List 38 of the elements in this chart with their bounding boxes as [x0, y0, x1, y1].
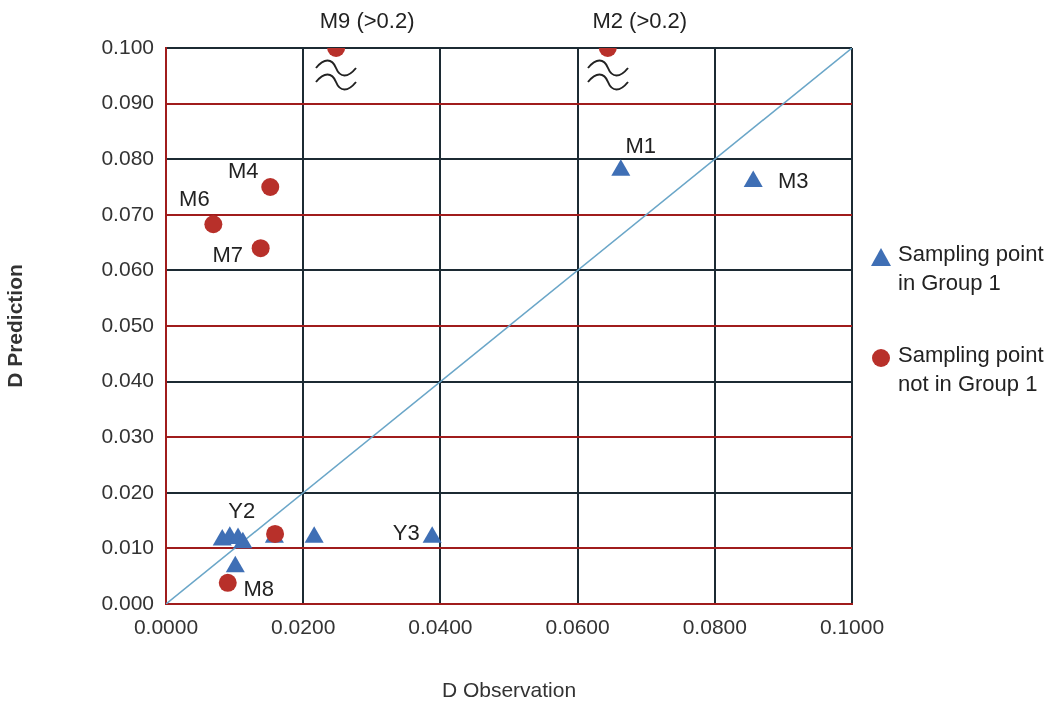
- legend-label: Sampling point in Group 1: [898, 240, 1045, 297]
- y-tick-label: 0.090: [101, 90, 154, 114]
- y-tick-label: 0.080: [101, 146, 154, 169]
- y-tick-label: 0.070: [101, 201, 154, 225]
- annotation: M9 (>0.2): [319, 8, 415, 34]
- x-tick-label: 0.0000: [133, 615, 199, 639]
- y-tick-label: 0.050: [101, 312, 154, 336]
- annotation: Y3: [392, 520, 420, 546]
- x-tick-label: 0.0400: [408, 615, 473, 639]
- x-tick-label: 0.0200: [271, 615, 336, 639]
- y-axis-title: D Prediction: [3, 264, 27, 388]
- x-tick-label: 0.0800: [682, 615, 747, 639]
- point: [304, 526, 324, 543]
- annotation: M2 (>0.2): [592, 8, 688, 34]
- y-tick-label: 0.060: [101, 257, 154, 281]
- y-tick-label: 0.000: [101, 590, 154, 614]
- y-tick-label: 0.100: [101, 34, 154, 58]
- y-tick-label: 0.030: [101, 424, 154, 447]
- x-axis-title: D Observation: [441, 678, 577, 702]
- y-tick-label: 0.040: [101, 368, 154, 392]
- annotation: M4: [227, 158, 259, 184]
- point: [251, 239, 270, 258]
- annotation: M7: [212, 242, 243, 268]
- point: [225, 555, 245, 573]
- annotation: M6: [179, 186, 210, 212]
- point: [204, 215, 223, 234]
- y-tick-label: 0.020: [101, 479, 154, 503]
- annotation: M3: [777, 167, 809, 193]
- annotation: M1: [625, 133, 657, 159]
- annotation: M8: [243, 575, 275, 601]
- point: [422, 526, 442, 543]
- point: [233, 531, 253, 549]
- point: [261, 178, 280, 196]
- y-tick-label: 0.010: [101, 535, 154, 559]
- x-tick-label: 0.1000: [819, 615, 885, 639]
- legend-label: Sampling point not in Group 1: [898, 341, 1045, 398]
- annotation: Y2: [228, 498, 256, 524]
- x-tick-label: 0.0600: [545, 615, 610, 639]
